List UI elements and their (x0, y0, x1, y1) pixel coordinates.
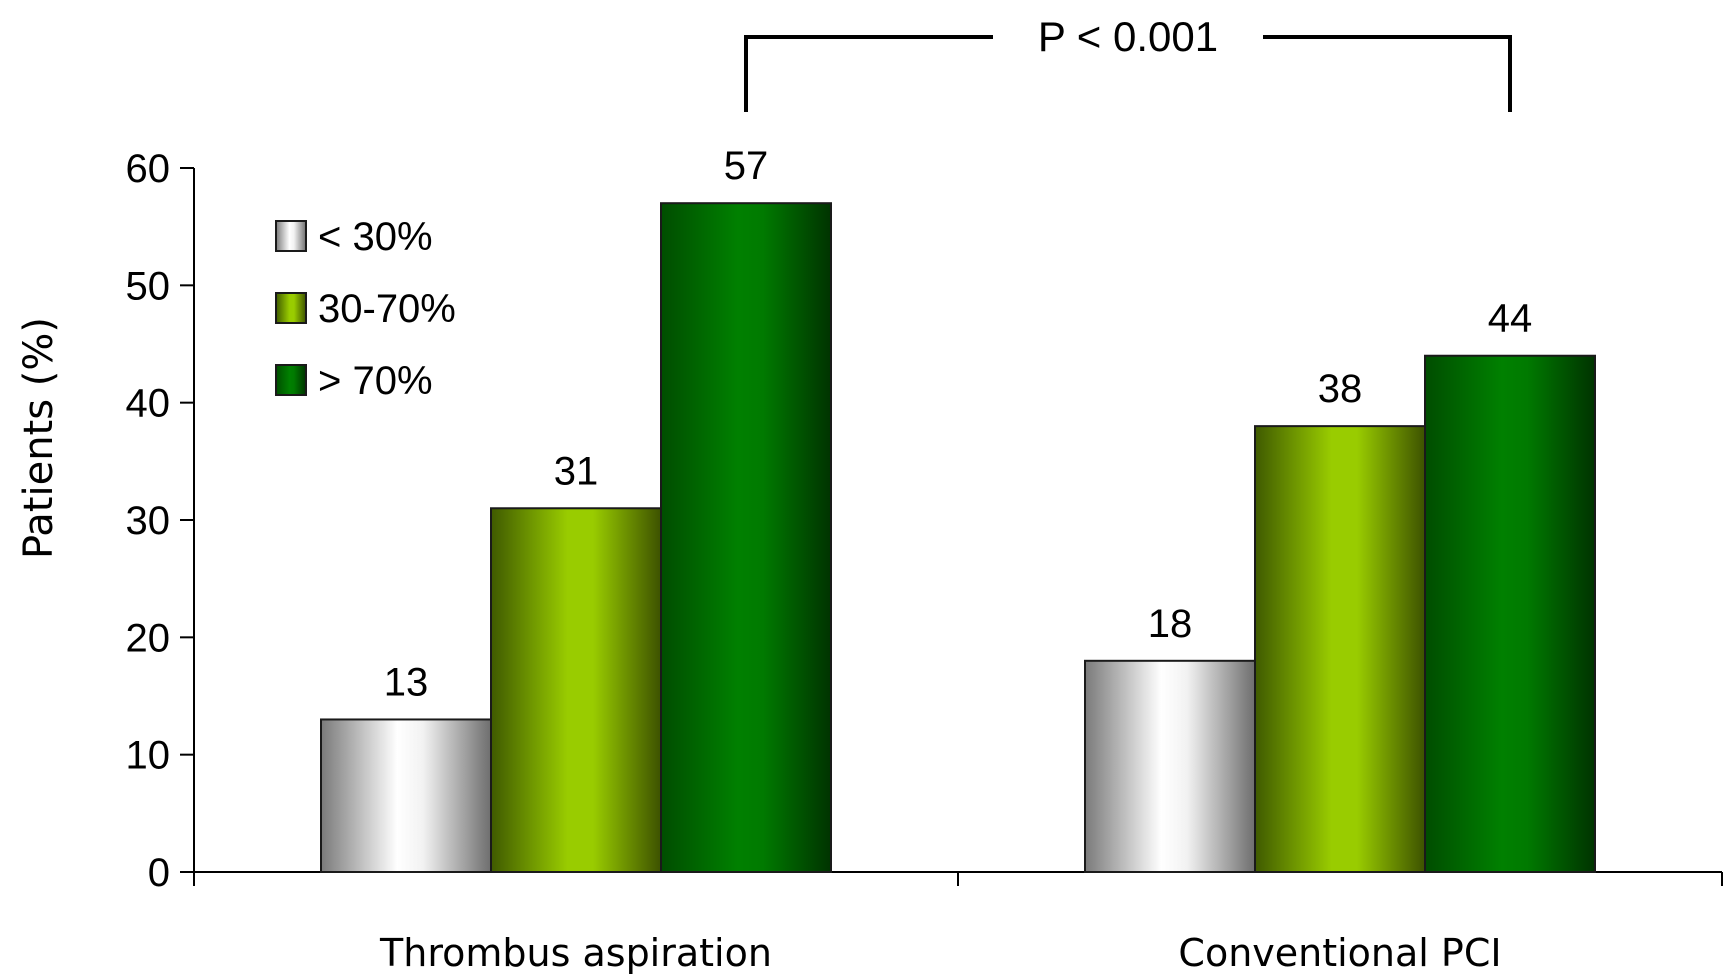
y-tick-label: 60 (126, 147, 171, 191)
bar-2-0 (660, 202, 832, 873)
data-label: 31 (554, 449, 599, 493)
bar-1-1 (1254, 425, 1426, 873)
y-tick-label: 0 (148, 851, 170, 895)
y-axis-label: Patients (%) (16, 317, 62, 559)
legend-label: < 30% (318, 215, 433, 259)
bar-2-1 (1424, 354, 1596, 873)
data-label: 44 (1488, 297, 1533, 341)
legend-label: 30-70% (318, 287, 456, 331)
data-labels-group: 13 31 57 18 38 44 (384, 144, 1533, 704)
category-label: Thrombus aspiration (379, 931, 772, 975)
legend-label: > 70% (318, 359, 433, 403)
x-axis-ticks (193, 872, 1723, 886)
data-label: 13 (384, 660, 429, 704)
y-tick-label: 40 (126, 382, 171, 426)
data-label: 18 (1148, 602, 1193, 646)
y-tick-label: 50 (126, 264, 171, 308)
y-tick-label: 20 (126, 616, 171, 660)
data-label: 38 (1318, 367, 1363, 411)
legend-swatch (275, 220, 307, 252)
category-labels-group: Thrombus aspiration Conventional PCI (379, 931, 1502, 975)
legend-swatch (275, 364, 307, 396)
y-tick-label: 10 (126, 734, 171, 778)
legend: < 30% 30-70% > 70% (275, 215, 456, 403)
bar-0-1 (1084, 659, 1256, 873)
p-value-label: P < 0.001 (1038, 13, 1218, 60)
y-tick-label: 30 (126, 499, 171, 543)
significance-annotation: P < 0.001 (744, 13, 1512, 112)
category-label: Conventional PCI (1178, 931, 1501, 975)
significance-bracket (744, 35, 1512, 112)
bar-1-0 (490, 507, 662, 873)
bar-0-0 (320, 718, 492, 874)
bars-group (320, 202, 1596, 874)
y-axis-ticks: 0 10 20 30 40 50 60 (126, 147, 194, 895)
data-label: 57 (724, 144, 769, 188)
legend-swatch (275, 292, 307, 324)
